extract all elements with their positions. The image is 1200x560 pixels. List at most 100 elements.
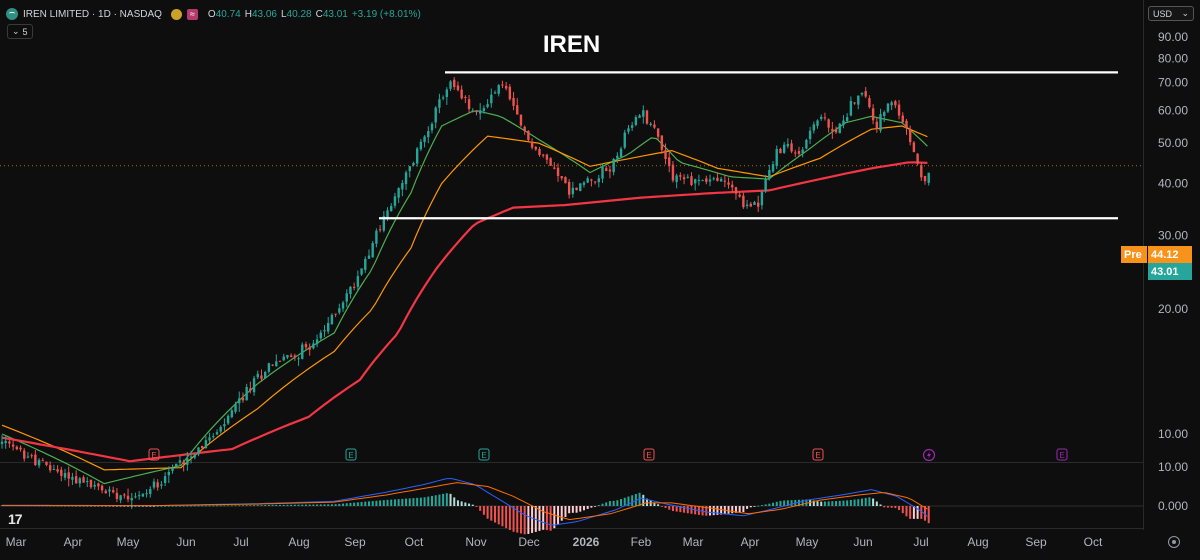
candle[interactable] <box>779 147 782 154</box>
candle[interactable] <box>923 175 927 185</box>
candle[interactable] <box>523 125 526 135</box>
candle[interactable] <box>182 459 185 472</box>
candle[interactable] <box>330 313 334 325</box>
candle[interactable] <box>605 165 608 172</box>
candle[interactable] <box>649 122 652 127</box>
candle[interactable] <box>445 87 449 105</box>
candle[interactable] <box>197 447 200 457</box>
candle[interactable] <box>823 112 827 121</box>
candle[interactable] <box>471 108 474 113</box>
settings-icon[interactable] <box>1168 536 1180 548</box>
candle[interactable] <box>853 102 856 105</box>
candle[interactable] <box>534 145 537 151</box>
candle[interactable] <box>115 488 119 503</box>
candle[interactable] <box>845 113 849 124</box>
candle[interactable] <box>219 425 222 434</box>
candle[interactable] <box>738 191 741 198</box>
candle[interactable] <box>808 126 812 145</box>
candle[interactable] <box>0 435 4 449</box>
candle[interactable] <box>223 418 226 431</box>
candle[interactable] <box>630 121 634 131</box>
candle[interactable] <box>864 87 867 99</box>
candle[interactable] <box>312 339 315 350</box>
candle[interactable] <box>764 175 767 193</box>
candle[interactable] <box>579 183 582 192</box>
candle[interactable] <box>100 484 104 494</box>
candle[interactable] <box>293 353 297 361</box>
candle[interactable] <box>108 486 111 497</box>
candle[interactable] <box>256 370 259 380</box>
candle[interactable] <box>690 172 693 187</box>
candle[interactable] <box>234 401 237 414</box>
candle[interactable] <box>731 180 734 193</box>
candle[interactable] <box>338 303 341 315</box>
candle[interactable] <box>849 96 853 117</box>
candle[interactable] <box>545 153 549 165</box>
candle[interactable] <box>682 174 686 185</box>
candle[interactable] <box>916 153 919 166</box>
candle[interactable] <box>137 490 141 500</box>
candle[interactable] <box>364 256 367 273</box>
candle[interactable] <box>653 120 656 129</box>
candle[interactable] <box>252 375 256 396</box>
candle[interactable] <box>167 466 171 484</box>
candle[interactable] <box>460 85 463 100</box>
candle[interactable] <box>438 93 441 114</box>
candle[interactable] <box>668 149 671 173</box>
candle[interactable] <box>423 135 426 148</box>
candle[interactable] <box>308 343 311 356</box>
candle[interactable] <box>831 121 834 139</box>
candle[interactable] <box>553 162 556 170</box>
candle[interactable] <box>860 92 864 97</box>
candle[interactable] <box>701 179 704 182</box>
candle[interactable] <box>508 84 512 101</box>
flag-icon[interactable] <box>170 8 182 20</box>
candle[interactable] <box>834 126 838 134</box>
candle[interactable] <box>23 448 26 462</box>
candle[interactable] <box>149 486 152 498</box>
candle[interactable] <box>478 103 482 120</box>
earnings-marker-icon[interactable]: E <box>478 448 490 461</box>
candle[interactable] <box>645 109 649 125</box>
candle[interactable] <box>556 163 560 182</box>
candle[interactable] <box>801 146 804 158</box>
candle[interactable] <box>434 106 437 129</box>
candle[interactable] <box>742 192 745 209</box>
candle[interactable] <box>912 141 916 153</box>
candle[interactable] <box>360 268 363 276</box>
candle[interactable] <box>415 146 419 167</box>
candle[interactable] <box>404 170 408 191</box>
earnings-marker-icon[interactable]: E <box>812 448 824 461</box>
earnings-marker-icon[interactable]: E <box>1056 448 1068 461</box>
candle[interactable] <box>671 160 675 183</box>
candle[interactable] <box>71 472 74 485</box>
candle[interactable] <box>371 240 374 258</box>
candle[interactable] <box>908 125 912 146</box>
candle[interactable] <box>567 179 571 199</box>
candle[interactable] <box>734 186 738 200</box>
candle[interactable] <box>123 493 126 499</box>
candle[interactable] <box>189 450 193 464</box>
candle[interactable] <box>367 249 371 259</box>
candle[interactable] <box>200 445 204 450</box>
candle[interactable] <box>842 115 845 129</box>
candle[interactable] <box>52 464 56 471</box>
candle[interactable] <box>527 130 530 142</box>
candle[interactable] <box>245 383 248 401</box>
candle[interactable] <box>453 77 456 91</box>
candle[interactable] <box>927 172 930 186</box>
candle[interactable] <box>467 95 471 114</box>
candle[interactable] <box>286 354 289 360</box>
candle[interactable] <box>660 135 664 154</box>
candle[interactable] <box>597 174 601 188</box>
candle[interactable] <box>393 192 397 209</box>
candle[interactable] <box>871 104 875 125</box>
candle[interactable] <box>45 461 48 467</box>
candle[interactable] <box>48 461 52 473</box>
candle[interactable] <box>390 203 393 212</box>
candle[interactable] <box>920 162 923 181</box>
candle[interactable] <box>156 479 159 491</box>
candle[interactable] <box>93 480 96 490</box>
candle[interactable] <box>89 479 93 489</box>
candle[interactable] <box>345 289 348 308</box>
